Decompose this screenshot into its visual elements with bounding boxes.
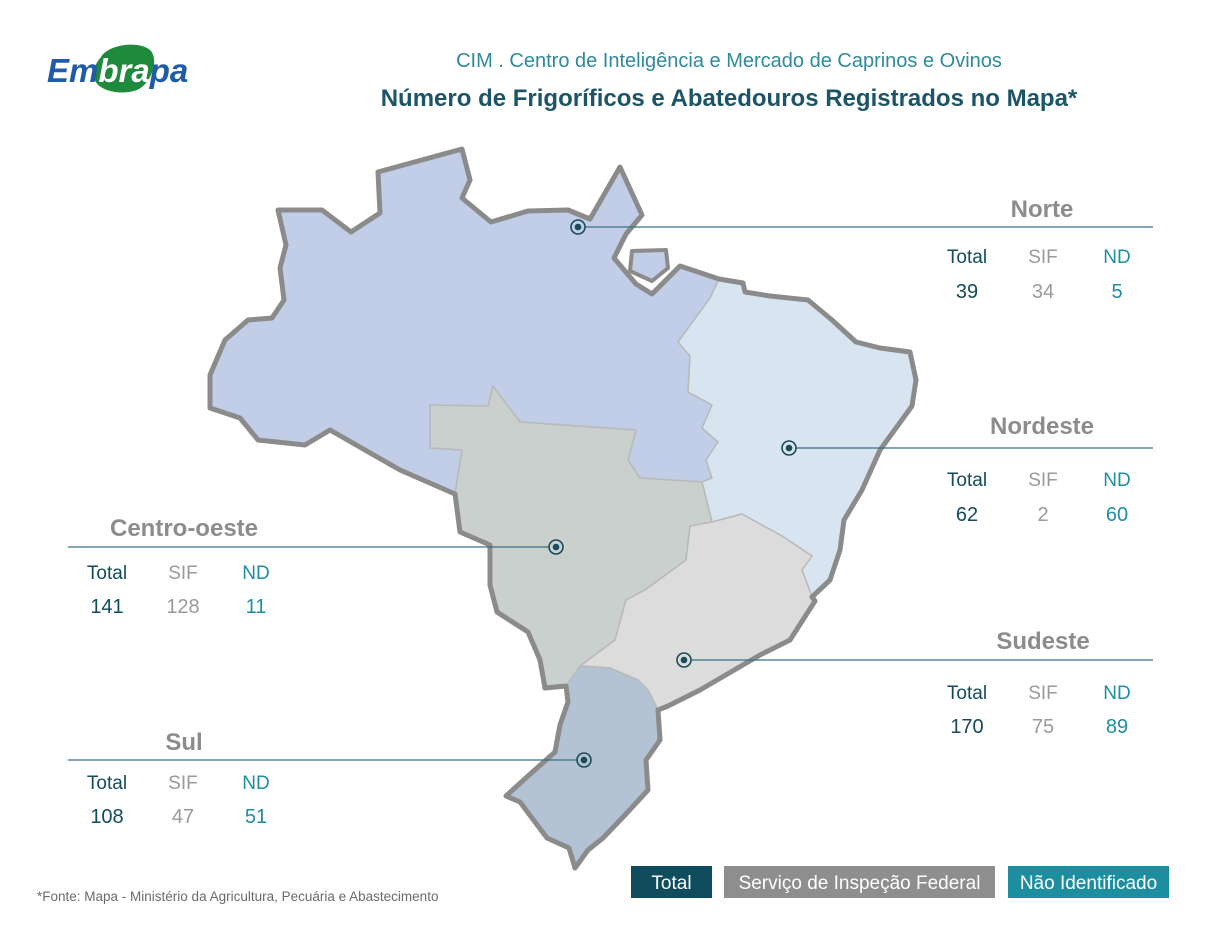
legend-swatch-sif <box>724 866 995 898</box>
logo-green-shape <box>93 44 155 93</box>
region-label: Nordeste <box>990 413 1094 440</box>
source-footnote: *Fonte: Mapa - Ministério da Agricultura… <box>37 889 438 904</box>
logo-text-pa: pa <box>149 52 189 89</box>
logo-text-em: Em <box>47 52 98 89</box>
region-panel-sudeste: Sudeste Total SIF ND 170 75 89 <box>947 628 1131 738</box>
location-marker-icon <box>548 539 564 555</box>
legend-item-nd: Não Identificado <box>1008 866 1169 898</box>
value-sif: 47 <box>172 806 194 828</box>
embrapa-logo: Embrapa <box>47 44 188 93</box>
legend-item-total: Total <box>631 866 712 898</box>
value-total: 39 <box>956 281 978 303</box>
column-header-total: Total <box>947 247 987 268</box>
legend-label-sif: Serviço de Inspeção Federal <box>739 873 981 894</box>
region-label: Sul <box>165 729 202 756</box>
column-header-nd: ND <box>1103 470 1130 491</box>
region-panel-nordeste: Nordeste Total SIF ND 62 2 60 <box>947 413 1131 526</box>
value-total: 108 <box>90 806 123 828</box>
column-header-sif: SIF <box>1028 247 1058 268</box>
legend-item-sif: Serviço de Inspeção Federal <box>724 866 995 898</box>
legend-label-nd: Não Identificado <box>1020 873 1157 894</box>
column-header-total: Total <box>87 563 127 584</box>
location-marker-icon <box>576 752 592 768</box>
brazil-map <box>207 146 919 871</box>
value-total: 170 <box>950 716 983 738</box>
legend-swatch-total <box>631 866 712 898</box>
region-panel-sul: Sul Total SIF ND 108 47 51 <box>87 729 270 828</box>
value-sif: 128 <box>166 596 199 618</box>
region-panel-centro-oeste: Centro-oeste Total SIF ND 141 128 11 <box>87 515 270 618</box>
column-header-sif: SIF <box>1028 470 1058 491</box>
page-subtitle: CIM . Centro de Inteligência e Mercado d… <box>456 50 1002 72</box>
location-marker-icon <box>781 440 797 456</box>
island-marajo <box>628 248 670 283</box>
column-header-total: Total <box>947 683 987 704</box>
value-total: 62 <box>956 504 978 526</box>
value-nd: 60 <box>1106 504 1128 526</box>
value-nd: 51 <box>245 806 267 828</box>
column-header-nd: ND <box>1103 247 1130 268</box>
column-header-nd: ND <box>242 563 269 584</box>
value-sif: 34 <box>1032 281 1054 303</box>
legend-swatch-nd <box>1008 866 1169 898</box>
value-nd: 11 <box>246 596 267 618</box>
value-sif: 75 <box>1032 716 1054 738</box>
value-nd: 5 <box>1111 281 1122 303</box>
legend-label-total: Total <box>651 873 691 894</box>
logo-wordmark: Embrapa <box>47 52 188 89</box>
value-nd: 89 <box>1106 716 1128 738</box>
column-header-nd: ND <box>1103 683 1130 704</box>
country-outline <box>207 146 919 871</box>
value-total: 141 <box>90 596 123 618</box>
column-header-sif: SIF <box>168 773 198 794</box>
location-marker-icon <box>676 652 692 668</box>
region-label: Sudeste <box>996 628 1089 655</box>
page-title: Número de Frigoríficos e Abatedouros Reg… <box>381 85 1078 112</box>
column-header-total: Total <box>947 470 987 491</box>
column-header-total: Total <box>87 773 127 794</box>
logo-text-bra: bra <box>98 52 149 89</box>
region-label: Norte <box>1011 196 1074 223</box>
legend: Total Serviço de Inspeção Federal Não Id… <box>631 866 1169 898</box>
column-header-sif: SIF <box>1028 683 1058 704</box>
region-panel-norte: Norte Total SIF ND 39 34 5 <box>947 196 1131 303</box>
value-sif: 2 <box>1037 504 1048 526</box>
region-label: Centro-oeste <box>110 515 258 542</box>
location-marker-icon <box>570 219 586 235</box>
column-header-nd: ND <box>242 773 269 794</box>
column-header-sif: SIF <box>168 563 198 584</box>
